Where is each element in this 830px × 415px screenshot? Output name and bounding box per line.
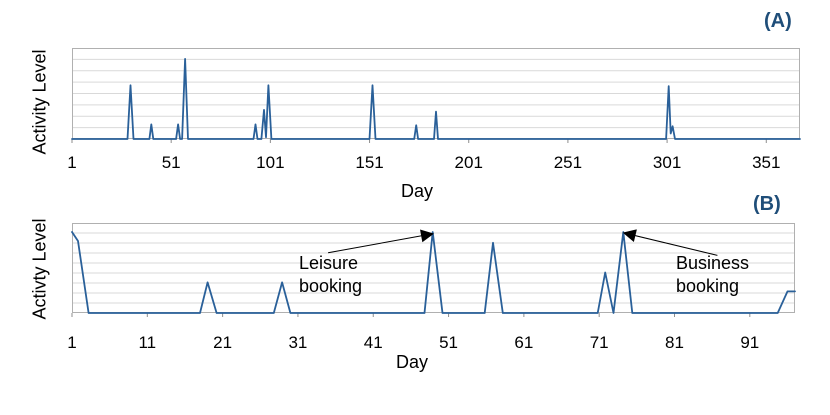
x-tick-label: 41 — [363, 333, 383, 352]
plot-border — [72, 223, 795, 313]
panel-a-label: (A) — [764, 10, 792, 32]
x-tick-label: 51 — [439, 333, 459, 352]
plot-border — [72, 48, 800, 139]
panel-a-x-axis-label: Day — [400, 181, 434, 201]
panel-b-y-axis-label: Activty Level — [29, 218, 50, 320]
x-tick-label: 81 — [665, 333, 684, 352]
activity-line-series — [71, 231, 796, 314]
x-tick-label: 31 — [288, 333, 308, 352]
annotation-arrow — [328, 229, 434, 254]
panel-a-plot-svg — [71, 48, 801, 143]
activity-line-series — [71, 57, 801, 140]
annotation-business-booking: Business booking — [676, 253, 750, 296]
x-tick-label: 21 — [213, 333, 233, 352]
x-tick-label: 71 — [589, 333, 609, 352]
annotation-arrow — [622, 229, 718, 256]
x-tick-label: 1 — [67, 333, 77, 352]
panel-b-x-axis-label: Day — [395, 352, 429, 372]
annotation-leisure-booking: Leisure booking — [299, 253, 363, 296]
panel-b-plot-svg — [71, 223, 796, 317]
panel-b-label: (B) — [753, 193, 781, 215]
x-tick-label: 61 — [514, 333, 534, 352]
x-tick-label: 91 — [740, 333, 760, 352]
x-tick-label: 11 — [138, 333, 157, 352]
